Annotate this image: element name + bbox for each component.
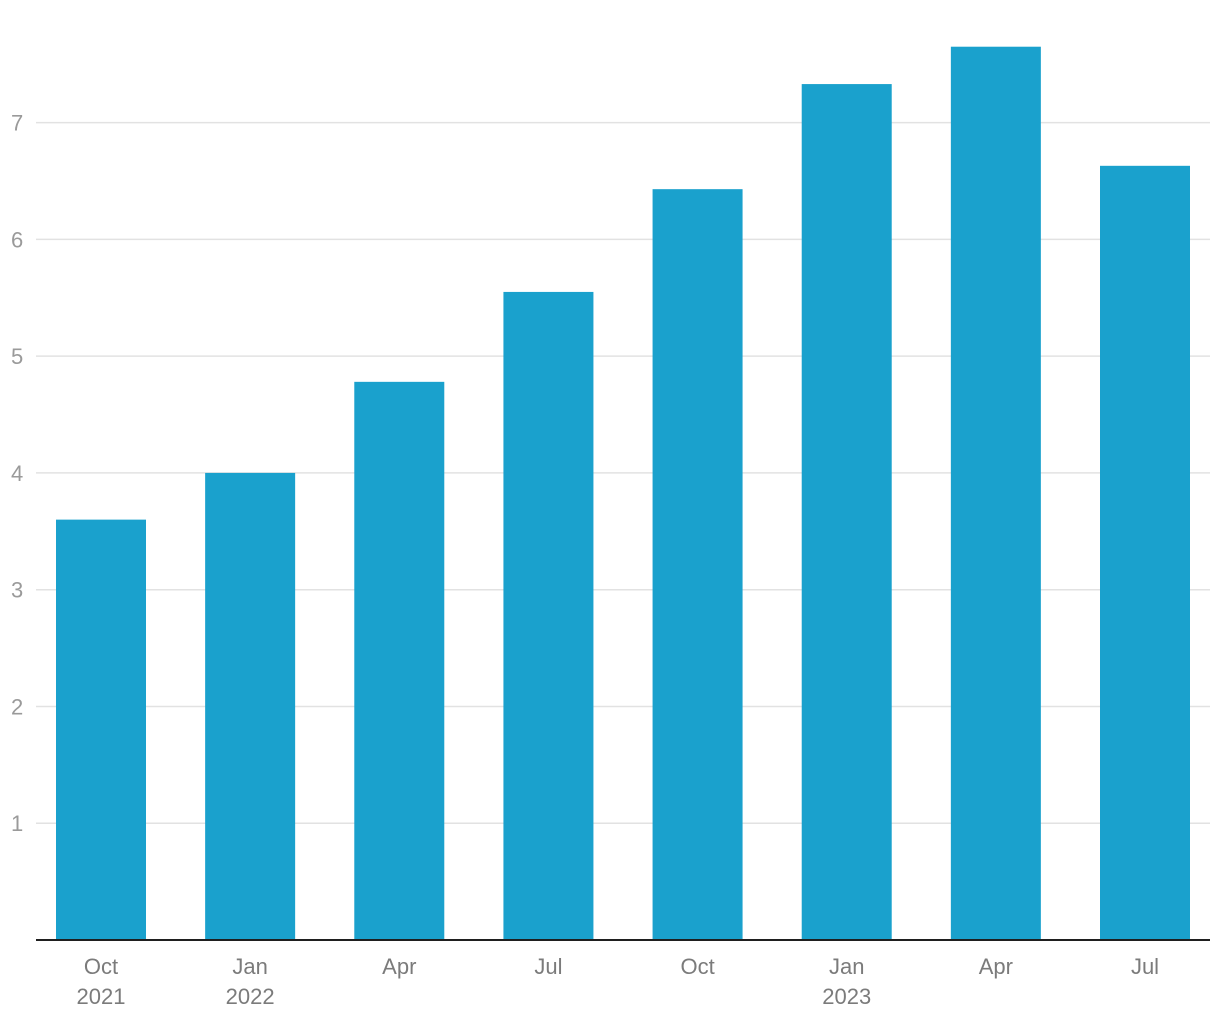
y-tick-label: 7	[11, 111, 23, 136]
bar	[652, 189, 743, 940]
x-tick-label-month: Apr	[382, 954, 416, 979]
y-tick-label: 4	[11, 461, 23, 486]
x-axis-ticks: Oct 2021 Jan 2022 Apr Jul Oct Jan 2023 Apr Jul	[77, 954, 1160, 1009]
x-tick-label-year: 2023	[822, 984, 871, 1009]
y-tick-label: 5	[11, 344, 23, 369]
x-tick-label-month: Jul	[534, 954, 562, 979]
x-tick-label-year: 2021	[77, 984, 126, 1009]
x-tick-label-month: Jan	[829, 954, 864, 979]
bar	[950, 46, 1041, 941]
x-tick-label-month: Oct	[84, 954, 118, 979]
y-axis-ticks: 1 2 3 4 5 6 7	[11, 111, 23, 837]
bar	[801, 84, 892, 941]
x-tick-label-month: Apr	[979, 954, 1013, 979]
bars	[56, 46, 1190, 941]
bar	[354, 381, 445, 940]
bar	[56, 519, 146, 940]
x-tick-label-month: Oct	[680, 954, 714, 979]
bar	[205, 472, 296, 940]
bar	[1100, 165, 1190, 940]
x-tick-label-month: Jan	[232, 954, 267, 979]
x-tick-label-year: 2022	[226, 984, 275, 1009]
x-tick-label-month: Jul	[1131, 954, 1159, 979]
bar	[503, 291, 594, 940]
y-tick-label: 2	[11, 694, 23, 719]
y-tick-label: 3	[11, 578, 23, 603]
y-tick-label: 6	[11, 227, 23, 252]
y-tick-label: 1	[11, 811, 23, 836]
